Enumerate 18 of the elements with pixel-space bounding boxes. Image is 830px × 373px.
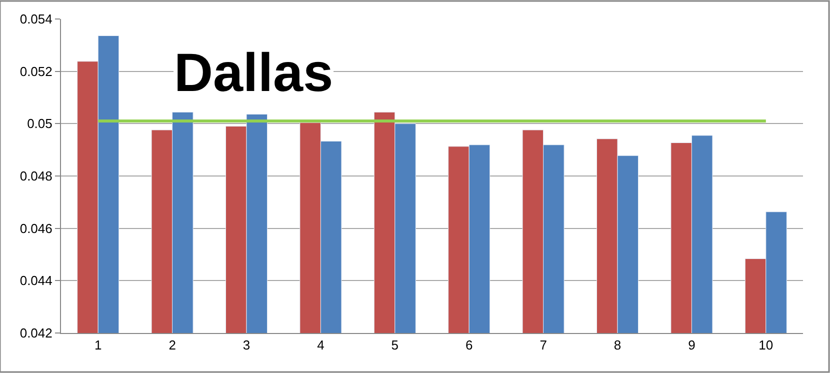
y-tick-label: 0.052 bbox=[20, 64, 52, 79]
x-tick-label: 9 bbox=[688, 338, 696, 353]
y-tick-label: 0.046 bbox=[20, 220, 52, 236]
y-tick-label: 0.05 bbox=[27, 116, 52, 132]
x-tick-label: 10 bbox=[758, 338, 774, 353]
x-tick-label: 2 bbox=[168, 338, 176, 353]
x-tick-label: 7 bbox=[540, 338, 547, 353]
y-tick-label: 0.044 bbox=[20, 273, 52, 288]
x-tick-label: 6 bbox=[465, 338, 473, 353]
text: Dallas bbox=[174, 43, 334, 103]
y-tick-label: 0.042 bbox=[20, 326, 52, 341]
x-tick-label: 5 bbox=[391, 338, 399, 353]
y-tick-label: 0.048 bbox=[20, 168, 52, 184]
x-tick-label: 3 bbox=[242, 338, 250, 353]
x-tick-label: 8 bbox=[614, 338, 622, 353]
x-tick-label: 1 bbox=[94, 338, 102, 353]
y-tick-label: 0.054 bbox=[20, 12, 52, 27]
x-tick-label: 4 bbox=[317, 338, 324, 353]
